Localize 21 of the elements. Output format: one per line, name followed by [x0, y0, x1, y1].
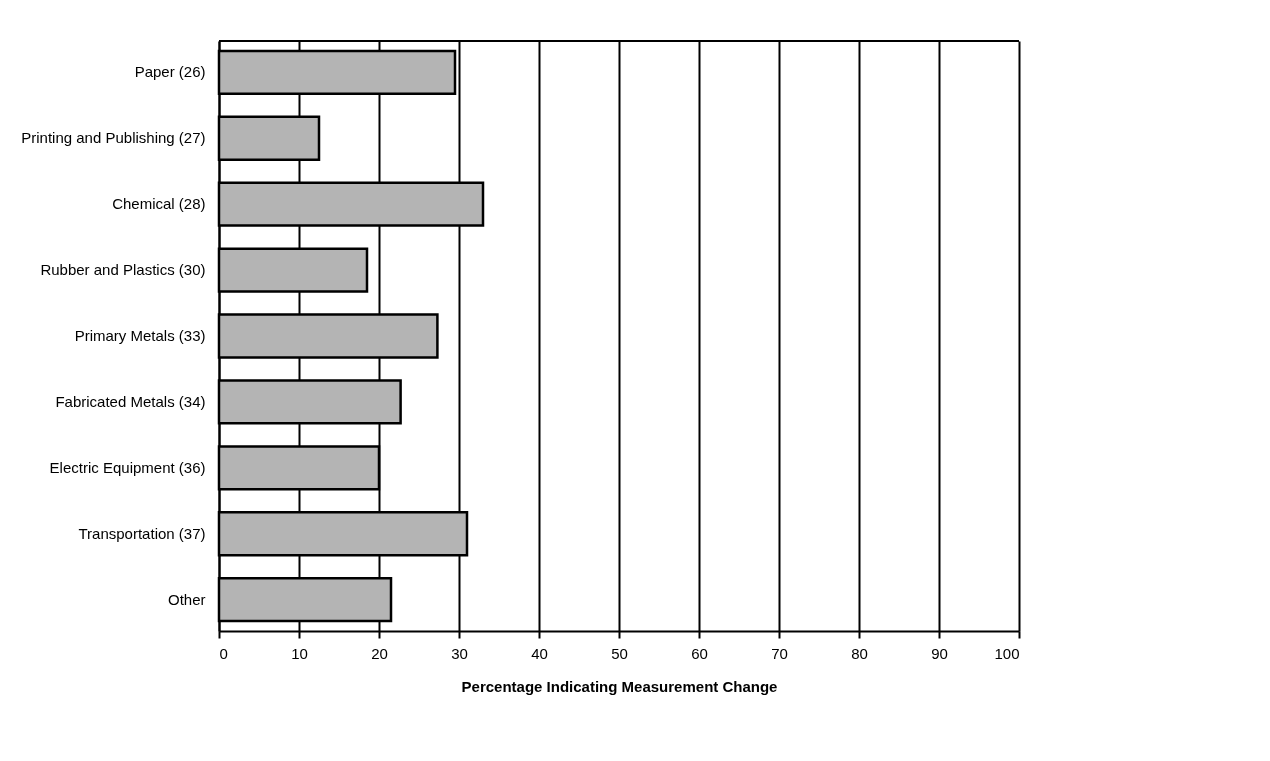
x-axis-title: Percentage Indicating Measurement Change: [461, 677, 778, 695]
y-tick-label: Electric Equipment (36): [49, 458, 206, 476]
y-tick-label: Chemical (28): [112, 195, 206, 213]
x-tick-label: 80: [851, 644, 868, 662]
y-tick-label: Primary Metals (33): [74, 327, 206, 344]
x-tick-label: 0: [219, 644, 228, 662]
x-tick-label: 20: [371, 644, 388, 662]
x-tick-label: 30: [451, 644, 468, 662]
x-tick-label: 40: [531, 644, 548, 662]
x-tick-label: 50: [611, 644, 628, 662]
y-tick-label: Other: [167, 590, 206, 608]
y-tick-label: Rubber and Plastics (30): [40, 261, 206, 279]
y-tick-label: Transportation (37): [78, 524, 206, 542]
y-tick-label: Paper (26): [134, 63, 206, 81]
x-tick-label: 100: [994, 644, 1020, 662]
y-tick-label: Fabricated Metals (34): [55, 392, 206, 410]
x-tick-label: 70: [771, 644, 788, 662]
x-tick-label: 60: [691, 644, 708, 662]
y-tick-label: Printing and Publishing (27): [21, 129, 206, 147]
x-tick-label: 10: [291, 644, 308, 662]
x-tick-label: 90: [931, 644, 948, 662]
